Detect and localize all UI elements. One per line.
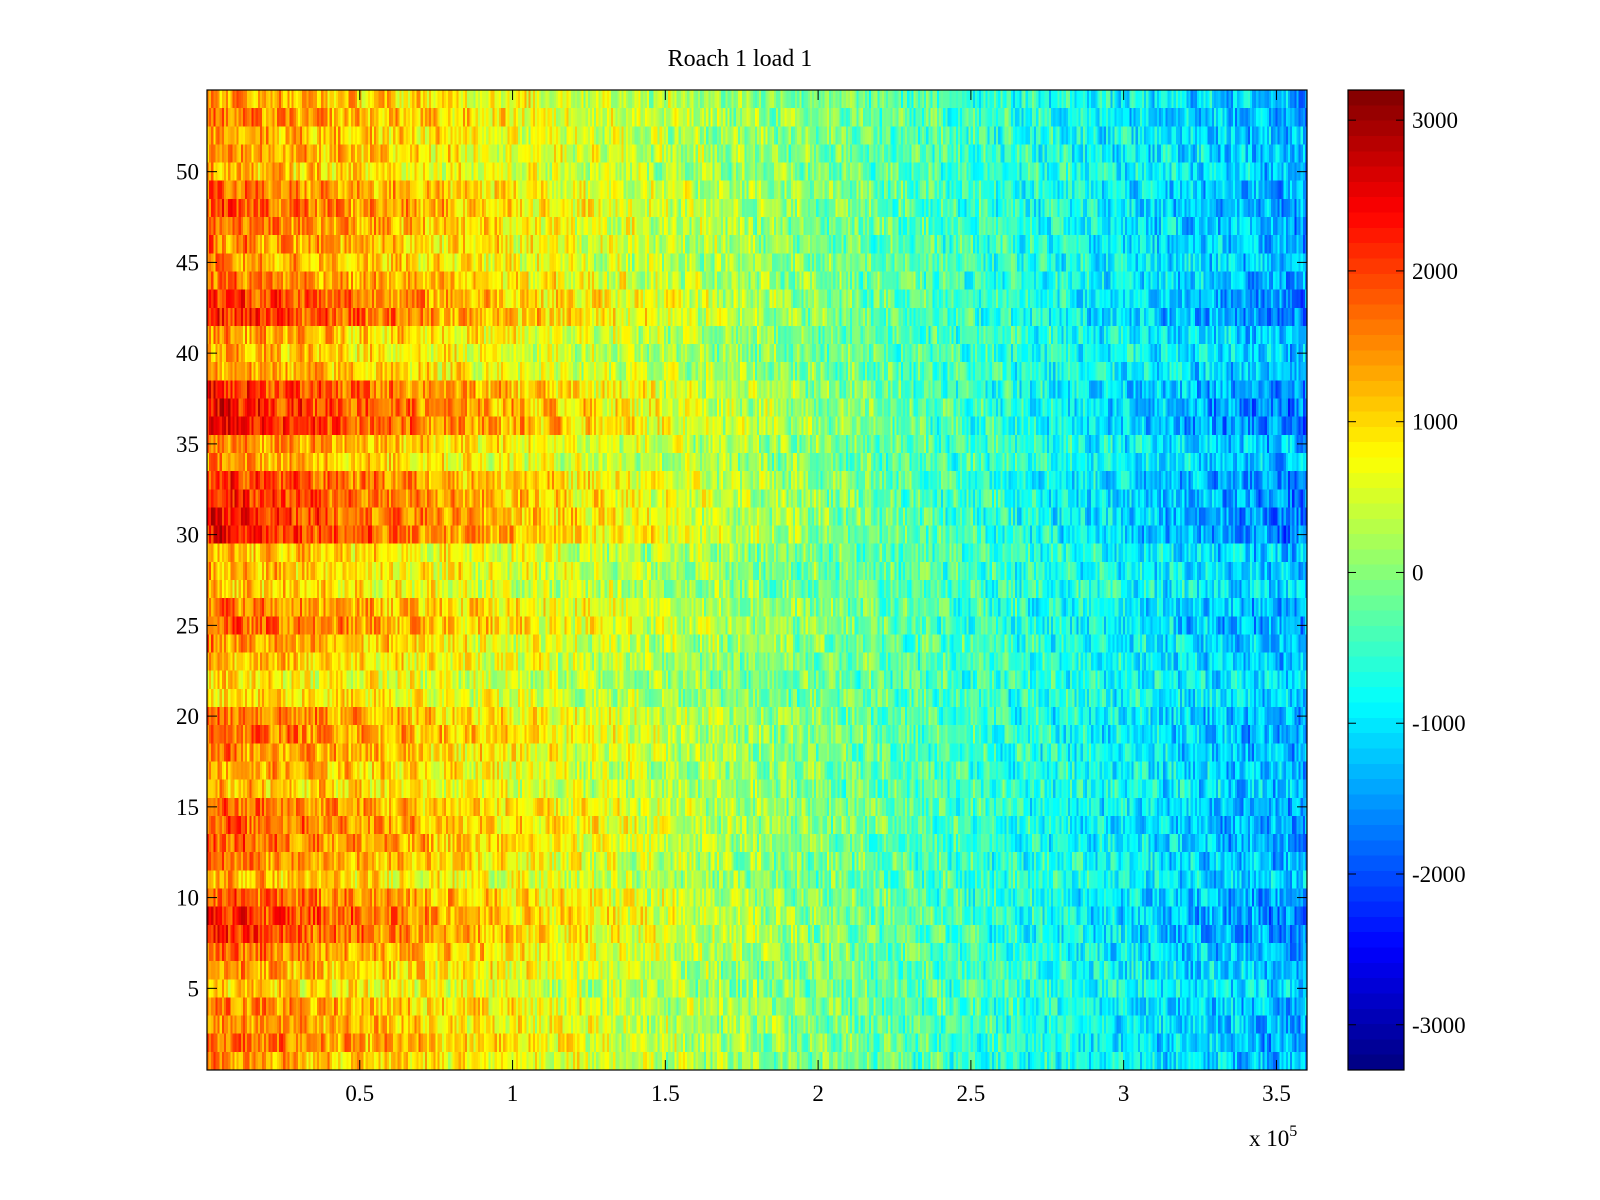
colorbar-tick-label: 1000 — [1412, 410, 1458, 435]
y-axis: 5 10 15 20 25 30 35 40 45 50 — [176, 160, 1307, 1001]
colorbar-tick-label: -3000 — [1412, 1013, 1466, 1038]
colorbar-tick-label: 3000 — [1412, 108, 1458, 133]
x-tick-label: 3.5 — [1262, 1081, 1291, 1106]
y-tick-label: 15 — [176, 795, 199, 820]
x-tick-label: 3 — [1118, 1081, 1130, 1106]
x-tick-label: 1 — [507, 1081, 519, 1106]
colorbar-ticks: 3000 2000 1000 0 -1000 -2000 -3000 — [1348, 108, 1466, 1038]
colorbar: 3000 2000 1000 0 -1000 -2000 -3000 — [1347, 89, 1466, 1071]
chart-title: Roach 1 load 1 — [668, 46, 813, 72]
colorbar-tick-label: -1000 — [1412, 711, 1466, 736]
x-axis-exponent-power: 5 — [1289, 1123, 1297, 1140]
colorbar-tick-label: 2000 — [1412, 259, 1458, 284]
colorbar-tick-label: -2000 — [1412, 862, 1466, 887]
x-tick-label: 0.5 — [345, 1081, 374, 1106]
colorbar-frame — [1347, 89, 1405, 1071]
y-tick-label: 25 — [176, 613, 199, 638]
x-axis: 0.5 1 1.5 2 2.5 3 3.5 — [345, 90, 1291, 1106]
x-tick-label: 1.5 — [651, 1081, 680, 1106]
heatmap-area — [206, 89, 1308, 1071]
x-tick-label: 2.5 — [957, 1081, 986, 1106]
y-tick-label: 20 — [176, 704, 199, 729]
plot-frame — [206, 89, 1308, 1071]
y-tick-label: 45 — [176, 250, 199, 275]
x-tick-label: 2 — [812, 1081, 824, 1106]
y-tick-label: 10 — [176, 886, 199, 911]
y-tick-label: 50 — [176, 160, 199, 185]
y-tick-label: 40 — [176, 341, 199, 366]
x-axis-exponent: x 105 — [1249, 1123, 1297, 1151]
colorbar-gradient — [1348, 90, 1404, 1070]
x-axis-multiplier: x 10 — [1249, 1126, 1289, 1151]
colorbar-tick-label: 0 — [1412, 560, 1424, 585]
heatmap-image — [207, 90, 1307, 1070]
y-tick-label: 35 — [176, 432, 199, 457]
y-tick-label: 5 — [188, 976, 200, 1001]
y-tick-label: 30 — [176, 523, 199, 548]
